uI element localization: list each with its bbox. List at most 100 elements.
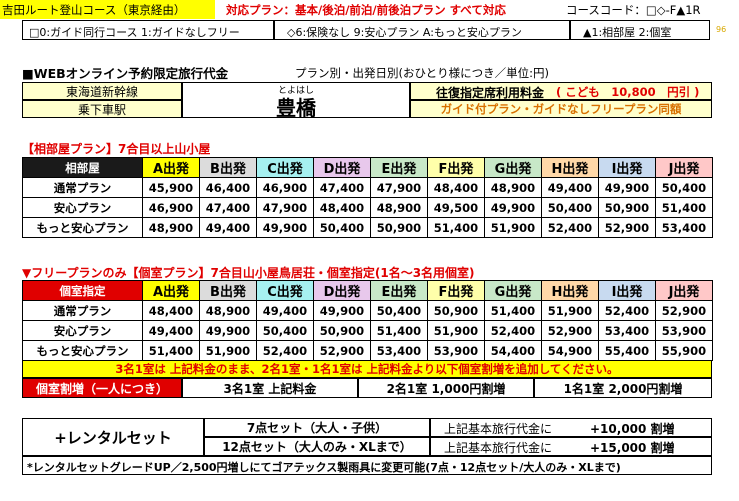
board-label: 乗下車駅 xyxy=(22,100,182,118)
price-cell: 51,900 xyxy=(541,300,599,321)
fare-subheading: プラン別・出発日別(おひとり様につき／単位:円) xyxy=(295,66,550,80)
row-label: もっと安心プラン xyxy=(22,340,143,361)
page-number: 96 xyxy=(716,25,727,34)
course-code: コースコード：□◇-F▲1R xyxy=(566,3,701,17)
dep-header-h: H出発 xyxy=(541,157,599,178)
price-cell: 50,900 xyxy=(427,300,485,321)
station-name: 豊橋 xyxy=(276,96,316,120)
surcharge-label: 個室割増（一人につき） xyxy=(22,378,182,398)
price-cell: 51,900 xyxy=(484,217,542,238)
dep-header-c: C出発 xyxy=(256,280,314,301)
price-cell: 51,400 xyxy=(142,340,200,361)
dep-header-i: I出発 xyxy=(598,157,656,178)
price-cell: 49,900 xyxy=(484,197,542,218)
price-cell: 52,400 xyxy=(484,320,542,341)
reserved-cell xyxy=(410,82,712,100)
price-cell: 51,400 xyxy=(484,300,542,321)
price-cell: 53,400 xyxy=(370,340,428,361)
dep-header-g: G出発 xyxy=(484,280,542,301)
dep-header-j: J出発 xyxy=(655,157,713,178)
price-cell: 48,400 xyxy=(313,197,371,218)
price-cell: 49,900 xyxy=(598,177,656,198)
price-cell: 50,900 xyxy=(598,197,656,218)
price-cell: 51,400 xyxy=(427,217,485,238)
price-cell: 50,900 xyxy=(313,320,371,341)
surcharge-3: 3名1室 上記料金 xyxy=(182,378,358,398)
table-row: 通常プラン 48,400 48,900 49,400 49,900 50,400… xyxy=(22,300,713,321)
price-cell: 48,900 xyxy=(142,217,200,238)
price-cell: 55,900 xyxy=(655,340,713,361)
section1-title: 【相部屋プラン】7合目以上山小屋 xyxy=(22,142,211,156)
price-cell: 48,400 xyxy=(427,177,485,198)
price-cell: 55,400 xyxy=(598,340,656,361)
price-cell: 49,900 xyxy=(256,217,314,238)
price-cell: 52,900 xyxy=(313,340,371,361)
price-cell: 53,400 xyxy=(598,320,656,341)
price-cell: 45,900 xyxy=(142,177,200,198)
row-label: 安心プラン xyxy=(22,197,143,218)
price-cell: 46,900 xyxy=(256,177,314,198)
dep-header-h: H出発 xyxy=(541,280,599,301)
price-cell: 52,900 xyxy=(598,217,656,238)
dep-header-a: A出発 xyxy=(142,157,200,178)
price-cell: 49,400 xyxy=(256,300,314,321)
rental-price-row-7 xyxy=(430,418,712,437)
price-cell: 49,400 xyxy=(199,217,257,238)
plans-label: 対応プラン：基本/後泊/前泊/前後泊プラン すべて対応 xyxy=(226,3,506,17)
price-cell: 52,400 xyxy=(541,217,599,238)
surcharge-1: 1名1室 2,000円割増 xyxy=(534,378,712,398)
price-cell: 49,400 xyxy=(142,320,200,341)
price-cell: 46,400 xyxy=(199,177,257,198)
table-row: 通常プラン 45,900 46,400 46,900 47,400 47,900… xyxy=(22,177,713,198)
row-label: 通常プラン xyxy=(22,177,143,198)
row-label: 安心プラン xyxy=(22,320,143,341)
dep-header-d: D出発 xyxy=(313,280,371,301)
price-cell: 52,900 xyxy=(541,320,599,341)
same-price-note: ガイド付プラン・ガイドなしフリープラン同額 xyxy=(410,100,712,118)
price-cell: 53,900 xyxy=(427,340,485,361)
rental-title: +レンタルセット xyxy=(22,418,204,456)
dep-header-d: D出発 xyxy=(313,157,371,178)
legend-room: ▲1:相部屋 2:個室 xyxy=(570,20,710,40)
table-row: もっと安心プラン 48,900 49,400 49,900 50,400 50,… xyxy=(22,217,713,238)
price-cell: 50,400 xyxy=(313,217,371,238)
section1-table: 相部屋 A出発 B出発 C出発 D出発 E出発 F出発 G出発 H出発 I出発 … xyxy=(22,157,713,238)
rental-set-12: 12点セット（大人のみ・XLまで） xyxy=(204,437,430,456)
section1-corner: 相部屋 xyxy=(22,157,143,178)
dep-header-i: I出発 xyxy=(598,280,656,301)
price-cell: 49,500 xyxy=(427,197,485,218)
price-cell: 47,900 xyxy=(370,177,428,198)
price-cell: 49,900 xyxy=(313,300,371,321)
child-discount: ( こども 10,800 円引 ) xyxy=(556,85,700,99)
private-room-note: 3名1室は 上記料金のまま、2名1室・1名1室は 上記料金より以下個室割増を追加… xyxy=(22,360,712,378)
price-cell: 54,400 xyxy=(484,340,542,361)
price-cell: 52,400 xyxy=(598,300,656,321)
price-cell: 52,900 xyxy=(655,300,713,321)
section2-title: ▼フリープランのみ【個室プラン】7合目山小屋鳥居荘・個室指定(1名～3名用個室) xyxy=(22,266,475,280)
table-row: 安心プラン 49,400 49,900 50,400 50,900 51,400… xyxy=(22,320,713,341)
price-cell: 50,400 xyxy=(256,320,314,341)
price-cell: 48,900 xyxy=(199,300,257,321)
price-cell: 51,900 xyxy=(199,340,257,361)
price-cell: 49,900 xyxy=(199,320,257,341)
price-cell: 48,900 xyxy=(484,177,542,198)
dep-header-g: G出発 xyxy=(484,157,542,178)
table-row: 安心プラン 46,900 47,400 47,900 48,400 48,900… xyxy=(22,197,713,218)
rental-price-7: +10,000 割増 xyxy=(590,422,675,436)
row-label: 通常プラン xyxy=(22,300,143,321)
price-cell: 47,900 xyxy=(256,197,314,218)
dep-header-j: J出発 xyxy=(655,280,713,301)
line-name: 東海道新幹線 xyxy=(22,82,182,100)
price-cell: 51,400 xyxy=(370,320,428,341)
dep-header-b: B出発 xyxy=(199,280,257,301)
price-cell: 54,900 xyxy=(541,340,599,361)
dep-header-b: B出発 xyxy=(199,157,257,178)
price-cell: 53,900 xyxy=(655,320,713,341)
fare-heading: ■WEBオンライン予約限定旅行代金 xyxy=(22,66,229,81)
section2-table: 個室指定 A出発 B出発 C出発 D出発 E出発 F出発 G出発 H出発 I出発… xyxy=(22,280,713,361)
dep-header-f: F出発 xyxy=(427,157,485,178)
rental-price-row-12 xyxy=(430,437,712,456)
reserved-label: 往復指定席利用料金 xyxy=(436,86,545,100)
price-cell: 52,400 xyxy=(256,340,314,361)
price-cell: 49,400 xyxy=(541,177,599,198)
